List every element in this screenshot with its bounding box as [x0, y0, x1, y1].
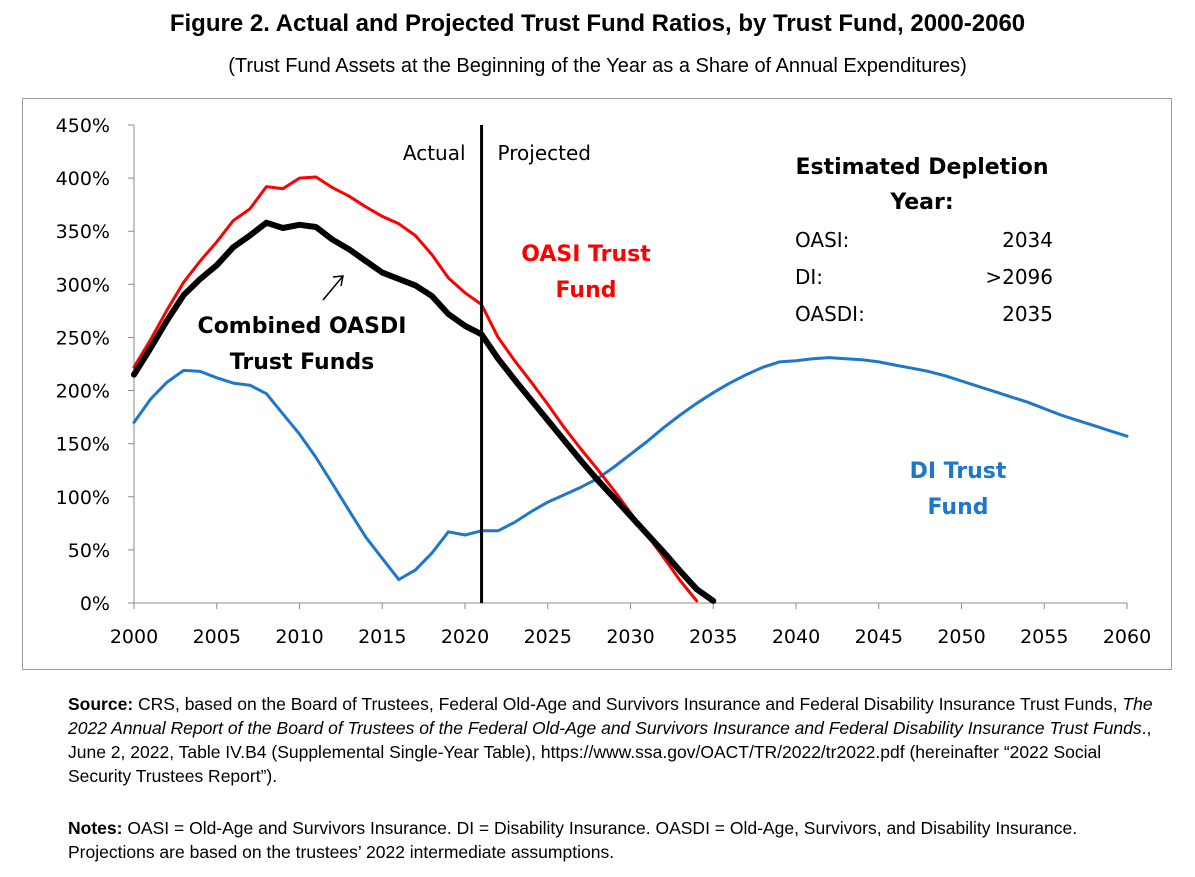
- notes-label: Notes:: [68, 818, 123, 838]
- x-tick-label: 2050: [937, 626, 985, 648]
- plot-frame: [22, 98, 1172, 670]
- di-series-line: [132, 356, 1129, 582]
- x-tick-label: 2010: [275, 626, 323, 648]
- y-tick-label: 450%: [56, 115, 110, 137]
- label-layer: Actual Projected OASI Trust Fund Combined OA…: [198, 125, 1053, 603]
- y-tick-label: 300%: [56, 274, 110, 296]
- projected-label: Projected: [498, 141, 591, 165]
- x-tick-label: 2025: [524, 626, 572, 648]
- y-tick-label: 400%: [56, 168, 110, 190]
- notes: Notes: OASI = Old-Age and Survivors Insu…: [68, 816, 1158, 864]
- y-tick-label: 200%: [56, 381, 110, 403]
- y-tick-label: 350%: [56, 221, 110, 243]
- x-tick-label: 2040: [772, 626, 820, 648]
- figure-subtitle: (Trust Fund Assets at the Beginning of t…: [228, 55, 967, 77]
- source-report-title: The 2022 Annual Report of the Board of T…: [68, 694, 1153, 738]
- depletion-year-value: >2096: [985, 265, 1053, 289]
- depletion-fund-label: OASI:: [795, 228, 849, 252]
- x-tick-label: 2055: [1020, 626, 1068, 648]
- x-tick-label: 2035: [689, 626, 737, 648]
- x-tick-label: 2020: [441, 626, 489, 648]
- y-tick-label: 0%: [80, 593, 110, 615]
- x-tick-label: 2000: [110, 626, 158, 648]
- actual-label: Actual: [403, 141, 466, 165]
- depletion-year-value: 2034: [1002, 228, 1053, 252]
- depletion-fund-label: DI:: [795, 265, 823, 289]
- di-series-label: DI Trust Fund: [910, 459, 1007, 520]
- figure-title: Figure 2. Actual and Projected Trust Fun…: [169, 10, 1026, 37]
- source-label: Source:: [68, 694, 134, 714]
- y-tick-label: 150%: [56, 434, 110, 456]
- series-layer: [131, 175, 1129, 604]
- y-tick-label: 100%: [56, 487, 110, 509]
- oasi-series-label: OASI Trust Fund: [521, 242, 651, 303]
- source-text-end: ., June 2, 2022, Table IV.B4 (Supplement…: [68, 718, 1152, 786]
- x-tick-label: 2045: [855, 626, 903, 648]
- y-tick-label: 250%: [56, 327, 110, 349]
- source-text-start: CRS, based on the Board of Trustees, Fed…: [133, 694, 1123, 714]
- x-tick-label: 2005: [193, 626, 241, 648]
- axis-layer: 0% 50% 100% 150% 200% 250% 300% 350% 400% 450% 200…: [56, 115, 1152, 648]
- oasdi-arrow-line: [322, 275, 344, 301]
- oasdi-series-line: [131, 219, 717, 604]
- trust-fund-ratio-chart: 0% 50% 100% 150% 200% 250% 300% 350% 400% 450% 200…: [56, 115, 1152, 648]
- x-tick-label: 2015: [358, 626, 406, 648]
- oasdi-arrow-head: [332, 275, 344, 287]
- y-tick-label: 50%: [68, 540, 110, 562]
- depletion-fund-label: OASDI:: [795, 302, 865, 326]
- depletion-year-value: 2035: [1002, 302, 1053, 326]
- depletion-heading: Estimated Depletion Year:: [795, 155, 1048, 215]
- source-note: Source: CRS, based on the Board of Trust…: [68, 692, 1158, 788]
- oasdi-series-label: Combined OASDI Trust Funds: [198, 314, 407, 375]
- notes-text: OASI = Old-Age and Survivors Insurance. …: [68, 818, 1078, 862]
- x-tick-label: 2030: [606, 626, 654, 648]
- oasi-series-line: [132, 175, 699, 603]
- x-tick-label: 2060: [1103, 626, 1151, 648]
